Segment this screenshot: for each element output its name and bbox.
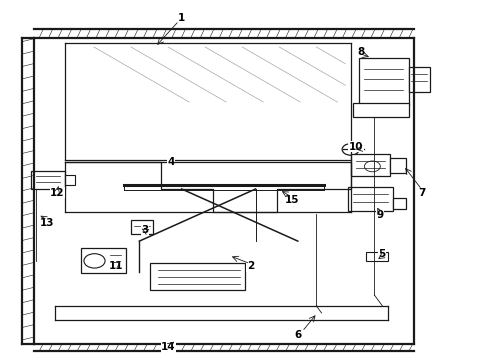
Text: 1: 1 bbox=[178, 13, 185, 23]
FancyBboxPatch shape bbox=[66, 175, 75, 185]
FancyBboxPatch shape bbox=[393, 198, 406, 209]
FancyBboxPatch shape bbox=[367, 252, 388, 261]
Text: 6: 6 bbox=[294, 329, 301, 339]
Text: 4: 4 bbox=[168, 157, 175, 167]
FancyBboxPatch shape bbox=[31, 171, 66, 189]
Text: 5: 5 bbox=[379, 249, 386, 259]
Text: 13: 13 bbox=[40, 218, 54, 228]
FancyBboxPatch shape bbox=[150, 263, 245, 290]
FancyBboxPatch shape bbox=[409, 67, 430, 92]
Text: 8: 8 bbox=[358, 47, 365, 57]
FancyBboxPatch shape bbox=[351, 154, 390, 176]
FancyBboxPatch shape bbox=[359, 58, 409, 106]
Text: 7: 7 bbox=[418, 188, 426, 198]
FancyBboxPatch shape bbox=[390, 158, 406, 173]
Text: 12: 12 bbox=[50, 188, 65, 198]
FancyBboxPatch shape bbox=[81, 248, 126, 274]
Text: 10: 10 bbox=[349, 141, 363, 152]
FancyBboxPatch shape bbox=[353, 103, 409, 117]
Text: 3: 3 bbox=[141, 225, 148, 235]
FancyBboxPatch shape bbox=[131, 220, 152, 234]
Text: 9: 9 bbox=[376, 210, 383, 220]
Text: 11: 11 bbox=[108, 261, 123, 271]
Text: 14: 14 bbox=[161, 342, 176, 352]
Text: 2: 2 bbox=[246, 261, 254, 271]
FancyBboxPatch shape bbox=[348, 187, 393, 211]
Text: 15: 15 bbox=[285, 195, 300, 205]
